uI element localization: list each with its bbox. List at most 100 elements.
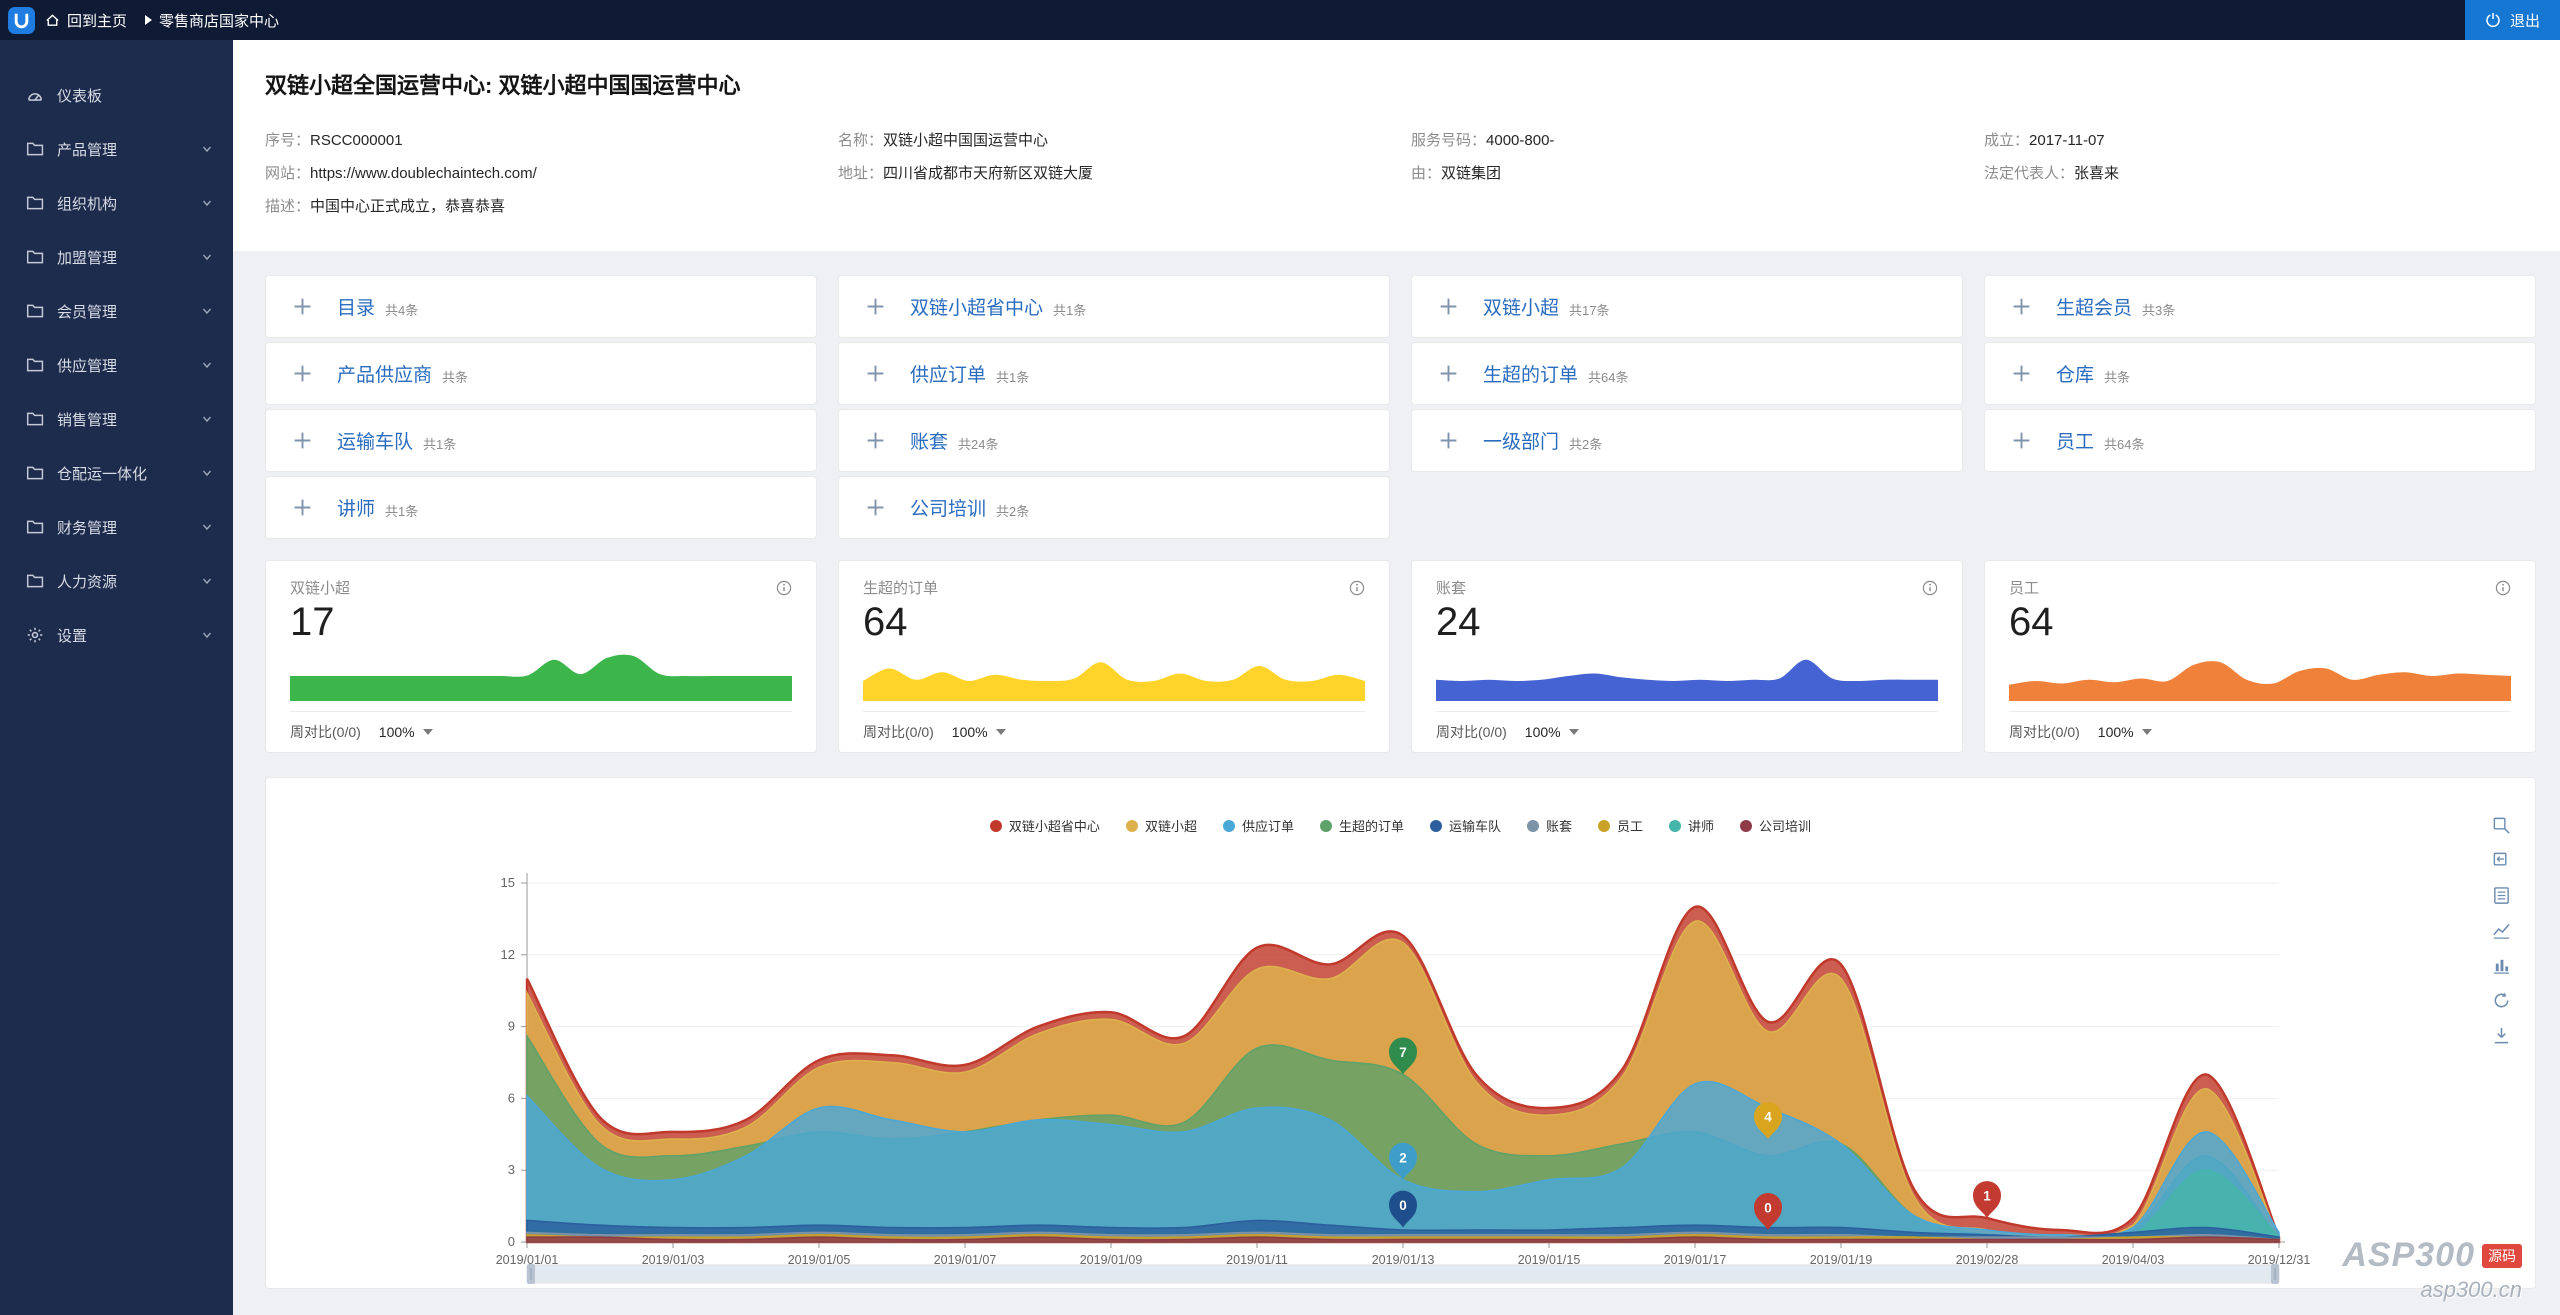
detail-field: 成立： 2017-11-07 — [1984, 124, 2520, 157]
info-icon[interactable] — [1922, 580, 1938, 596]
data-marker-pin: 0 — [1754, 1193, 1782, 1231]
field-value: RSCC000001 — [310, 132, 403, 149]
line-chart-icon[interactable] — [2492, 921, 2511, 940]
sidebar-item-label: 设置 — [57, 627, 88, 645]
zoom-select-icon[interactable] — [2492, 816, 2511, 835]
breadcrumb[interactable]: 零售商店国家中心 — [145, 10, 279, 31]
field-label: 服务号码： — [1411, 132, 1487, 149]
sidebar-item[interactable]: 仓配运一体化 — [0, 446, 233, 500]
sidebar-item[interactable]: 会员管理 — [0, 284, 233, 338]
bar-chart-icon[interactable] — [2492, 956, 2511, 975]
legend-item[interactable]: 双链小超 — [1125, 816, 1197, 835]
svg-text:0: 0 — [1399, 1198, 1407, 1213]
legend-dot — [1598, 819, 1611, 832]
logout-button[interactable]: 退出 — [2464, 0, 2560, 40]
sidebar-item[interactable]: 产品管理 — [0, 122, 233, 176]
quick-link-card[interactable]: 一级部门 共2条 — [1411, 409, 1963, 472]
restore-icon[interactable] — [2492, 991, 2511, 1010]
area-series — [526, 1080, 2280, 1243]
legend-item[interactable]: 账套 — [1527, 816, 1572, 835]
quick-link-label: 生超会员 — [2056, 298, 2133, 319]
sparkline-chart — [863, 662, 1365, 701]
plus-icon — [2011, 296, 2032, 317]
y-axis-label: 3 — [508, 1162, 515, 1177]
quick-link-count: 共2条 — [996, 503, 1030, 519]
quick-link-label: 一级部门 — [1483, 432, 1560, 453]
sidebar-item[interactable]: 设置 — [0, 608, 233, 662]
quick-link-count: 共1条 — [385, 503, 419, 519]
stat-percent-dropdown[interactable]: 100% — [952, 724, 1006, 740]
stat-footer-label: 周对比(0/0) — [863, 724, 934, 740]
quick-link-card[interactable]: 账套 共24条 — [838, 409, 1390, 472]
quick-link-card[interactable]: 供应订单 共1条 — [838, 342, 1390, 405]
quick-link-card[interactable]: 生超会员 共3条 — [1984, 275, 2536, 338]
quick-link-label: 双链小超省中心 — [910, 298, 1044, 319]
sidebar-item[interactable]: 供应管理 — [0, 338, 233, 392]
legend-item[interactable]: 运输车队 — [1429, 816, 1501, 835]
center-header: 双链小超全国运营中心: 双链小超中国国运营中心 序号： RSCC000001 网站：… — [233, 40, 2560, 251]
quick-link-card[interactable]: 生超的订单 共64条 — [1411, 342, 1963, 405]
data-view-icon[interactable] — [2492, 886, 2511, 905]
plus-icon — [1438, 430, 1459, 451]
back-home-label: 回到主页 — [67, 12, 128, 30]
area-series — [526, 1236, 2280, 1243]
info-icon[interactable] — [1349, 580, 1365, 596]
zoom-reset-icon[interactable] — [2492, 851, 2511, 870]
detail-column: 成立： 2017-11-07 法定代表人： 张喜来 — [1984, 124, 2520, 223]
stat-percent-dropdown[interactable]: 100% — [1525, 724, 1579, 740]
sidebar-item[interactable]: 仪表板 — [0, 68, 233, 122]
sidebar-item[interactable]: 组织机构 — [0, 176, 233, 230]
stat-footer-label: 周对比(0/0) — [1436, 724, 1507, 740]
folder-icon — [26, 410, 44, 428]
legend-item[interactable]: 双链小超省中心 — [989, 816, 1100, 835]
legend-item[interactable]: 讲师 — [1669, 816, 1714, 835]
sidebar-item-label: 加盟管理 — [57, 249, 118, 267]
field-label: 成立： — [1984, 132, 2030, 149]
legend-dot — [1429, 819, 1442, 832]
sidebar-item[interactable]: 财务管理 — [0, 500, 233, 554]
quick-link-label: 公司培训 — [910, 499, 987, 520]
quick-link-card[interactable]: 产品供应商 共条 — [265, 342, 817, 405]
plus-icon — [292, 363, 313, 384]
save-image-icon[interactable] — [2492, 1026, 2511, 1045]
quick-link-card[interactable]: 双链小超省中心 共1条 — [838, 275, 1390, 338]
quick-link-card[interactable]: 员工 共64条 — [1984, 409, 2536, 472]
chevron-down-icon — [201, 305, 213, 317]
legend-item[interactable]: 生超的订单 — [1319, 816, 1404, 835]
detail-field: 由： 双链集团 — [1411, 157, 1984, 190]
legend-dot — [1222, 819, 1235, 832]
info-icon[interactable] — [2495, 580, 2511, 596]
info-icon[interactable] — [776, 580, 792, 596]
quick-link-card[interactable]: 运输车队 共1条 — [265, 409, 817, 472]
legend-item[interactable]: 员工 — [1598, 816, 1643, 835]
folder-icon — [26, 518, 44, 536]
legend-dot — [989, 819, 1002, 832]
legend-label: 双链小超省中心 — [1008, 819, 1100, 834]
quick-link-card[interactable]: 讲师 共1条 — [265, 476, 817, 539]
x-axis-label: 2019/01/07 — [934, 1253, 997, 1267]
stat-percent-dropdown[interactable]: 100% — [2098, 724, 2152, 740]
legend-item[interactable]: 供应订单 — [1222, 816, 1294, 835]
datazoom-slider[interactable] — [526, 1264, 2280, 1284]
sparkline-chart — [2009, 661, 2511, 701]
back-home-link[interactable]: 回到主页 — [45, 10, 127, 31]
quick-link-label: 讲师 — [337, 499, 376, 520]
quick-link-card[interactable]: 双链小超 共17条 — [1411, 275, 1963, 338]
legend-dot — [1125, 819, 1138, 832]
sidebar-item-label: 仓配运一体化 — [57, 465, 148, 483]
sidebar-item[interactable]: 人力资源 — [0, 554, 233, 608]
sidebar-item[interactable]: 销售管理 — [0, 392, 233, 446]
field-label: 网站： — [265, 165, 311, 182]
legend-item[interactable]: 公司培训 — [1740, 816, 1811, 835]
stat-percent-dropdown[interactable]: 100% — [379, 724, 433, 740]
app-logo[interactable] — [8, 6, 35, 34]
sidebar-item[interactable]: 加盟管理 — [0, 230, 233, 284]
logout-icon — [2485, 12, 2501, 28]
svg-text:1: 1 — [1983, 1189, 1991, 1204]
quick-link-card[interactable]: 仓库 共条 — [1984, 342, 2536, 405]
quick-link-count: 共3条 — [2142, 302, 2176, 318]
legend-label: 供应订单 — [1241, 819, 1294, 834]
quick-link-card[interactable]: 公司培训 共2条 — [838, 476, 1390, 539]
quick-link-card[interactable]: 目录 共4条 — [265, 275, 817, 338]
